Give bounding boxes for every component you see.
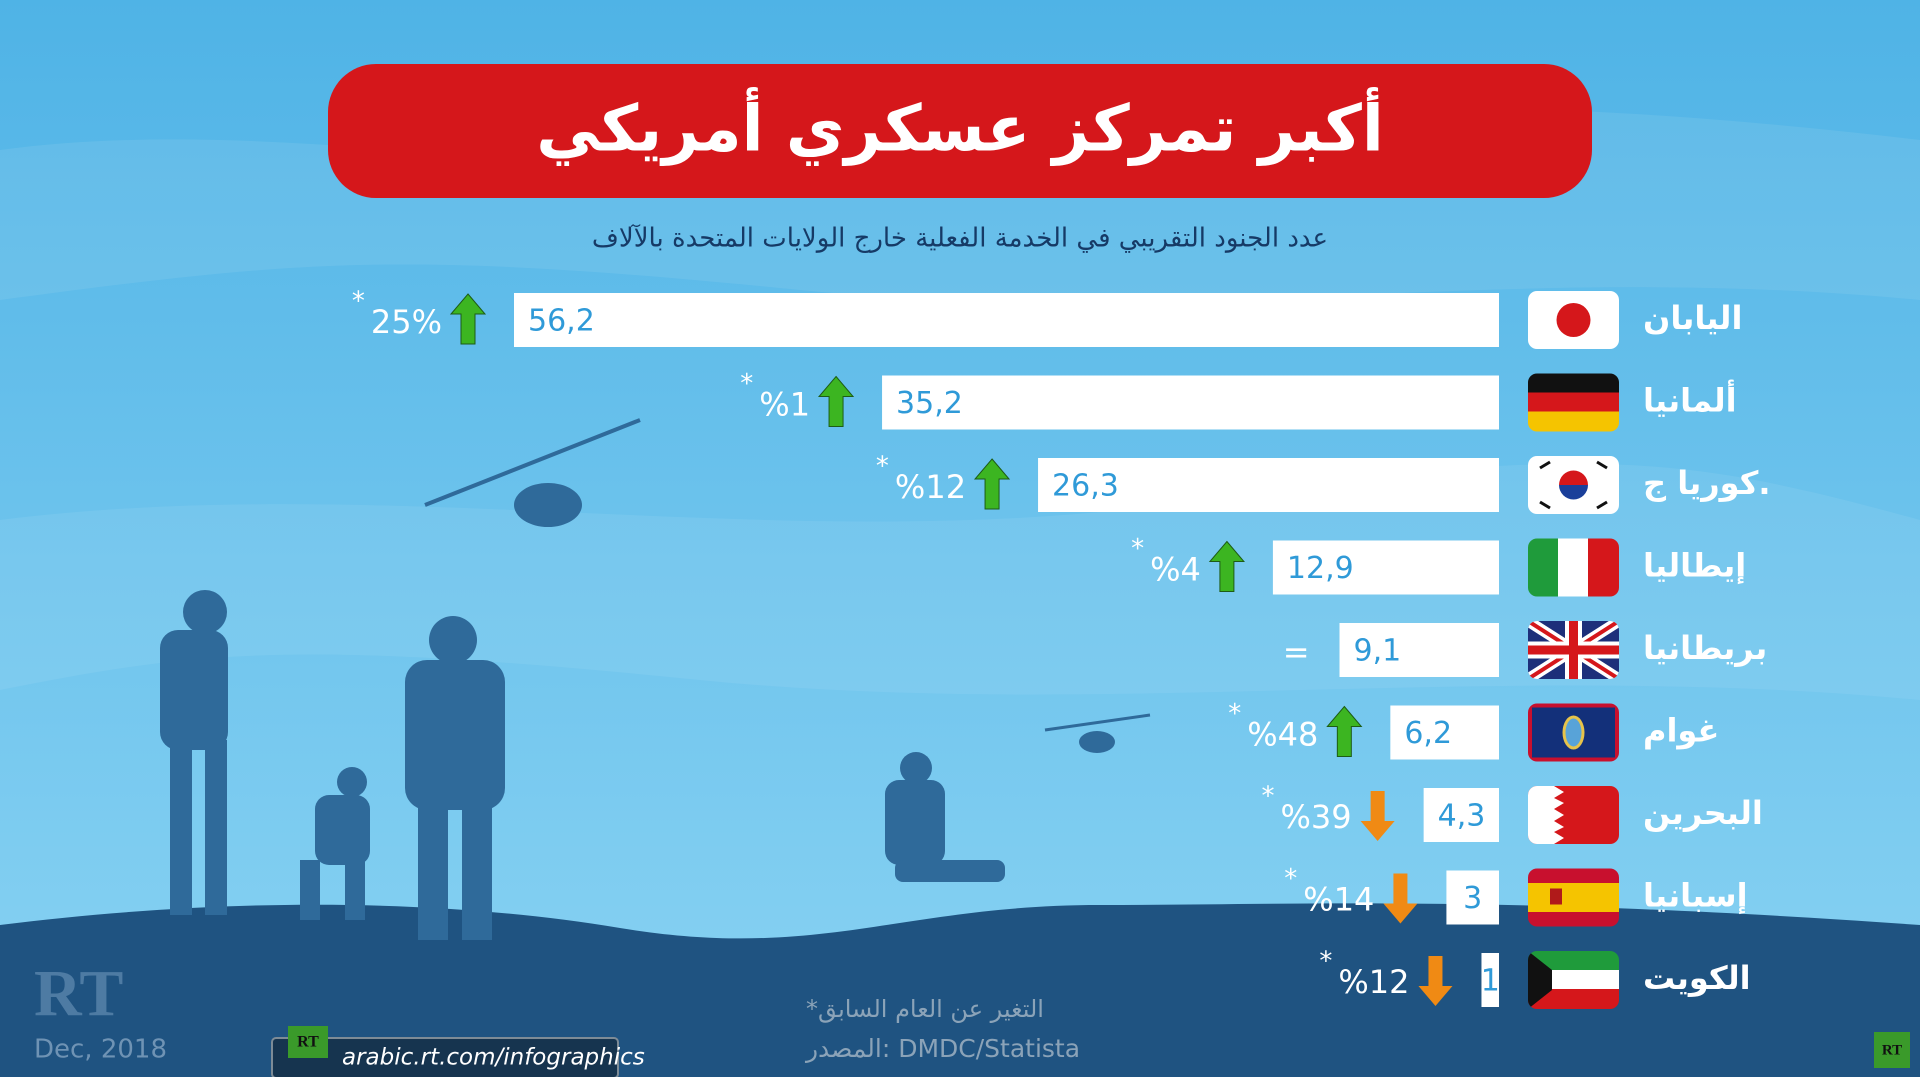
- category-label: اليابان: [1643, 299, 1742, 337]
- change-marker: *: [1319, 947, 1332, 977]
- date: Dec, 2018: [34, 1035, 167, 1065]
- change-label: %12: [1338, 963, 1409, 1001]
- category-label: كوريا ج.: [1643, 464, 1770, 502]
- value-label: 12,9: [1287, 551, 1354, 586]
- value-label: 6,2: [1404, 716, 1452, 751]
- flag-germany: [1528, 373, 1619, 432]
- corner-logo: RT: [1882, 1042, 1902, 1058]
- bar: [514, 293, 1499, 347]
- flags: [1528, 291, 1619, 1009]
- value-label: 56,2: [528, 304, 595, 339]
- bar: [1038, 458, 1499, 512]
- title-banner: [328, 64, 1592, 198]
- value-label: 4,3: [1438, 799, 1486, 834]
- change-arrow: [1383, 873, 1418, 924]
- value-label: 3: [1463, 881, 1482, 916]
- change-arrow: [973, 458, 1011, 510]
- chart-title: أكبر تمركز عسكري أمريكي: [536, 87, 1384, 167]
- flag-spain: [1528, 868, 1619, 927]
- flag-kuwait: [1528, 951, 1619, 1009]
- change-label: %48: [1247, 716, 1318, 754]
- logo: RT: [34, 957, 123, 1030]
- bar: [1423, 788, 1499, 842]
- change-arrow: [1360, 791, 1395, 841]
- category-label: غوام: [1643, 712, 1719, 750]
- change-label: %39: [1281, 798, 1352, 836]
- category-label: إسبانيا: [1643, 877, 1748, 916]
- change-label: %1: [759, 386, 810, 424]
- change-label: %4: [1150, 551, 1201, 589]
- chart-subtitle: عدد الجنود التقريبي في الخدمة الفعلية خا…: [592, 224, 1328, 254]
- bar: [1339, 623, 1499, 677]
- flag-guam: [1528, 703, 1619, 762]
- value-label: 35,2: [896, 386, 963, 421]
- bar: [1390, 705, 1499, 760]
- change-marker: *: [1228, 699, 1241, 729]
- change-marker: *: [740, 369, 753, 399]
- change-label: %14: [1303, 881, 1374, 919]
- change-arrow: [449, 293, 487, 345]
- flag-bahrain: [1528, 786, 1619, 844]
- flag-italy: [1528, 538, 1619, 597]
- value-label: 1: [1481, 964, 1500, 999]
- source: المصدر: DMDC/Statista: [804, 1034, 1080, 1063]
- value-label: 9,1: [1354, 634, 1402, 669]
- category-label: إيطاليا: [1643, 547, 1746, 586]
- corner-logo-box: [1874, 1032, 1910, 1068]
- bar: [1446, 870, 1499, 925]
- url-logo: RT: [297, 1034, 319, 1051]
- flag-uk: [1528, 621, 1619, 679]
- flag-japan: [1528, 291, 1619, 349]
- value-label: 26,3: [1052, 469, 1119, 504]
- hill: [0, 903, 1920, 1077]
- change-marker: *: [1284, 864, 1297, 894]
- bar: [882, 375, 1499, 430]
- category-label: بريطانيا: [1643, 629, 1767, 667]
- bar: [1272, 540, 1499, 595]
- bar: [1481, 953, 1499, 1007]
- soldiers: [160, 418, 1151, 940]
- change-marker: *: [352, 287, 365, 317]
- change-arrow: [1208, 540, 1245, 592]
- url-logo-box: [288, 1026, 328, 1058]
- change-label: %12: [895, 468, 966, 506]
- url: arabic.rt.com/infographics: [342, 1045, 645, 1071]
- flag-korea: [1528, 456, 1619, 514]
- category-label: الكويت: [1643, 959, 1751, 997]
- change-arrow: [1418, 956, 1453, 1006]
- change-arrow: [1326, 705, 1363, 757]
- category-label: ألمانيا: [1643, 380, 1737, 420]
- change-marker: *: [1262, 782, 1275, 812]
- change-marker: *: [1131, 534, 1144, 564]
- change-marker: *: [876, 452, 889, 482]
- change-label: 25%: [371, 303, 442, 341]
- category-label: البحرين: [1643, 794, 1763, 832]
- footnote: *التغير عن العام السابق: [806, 995, 1044, 1023]
- change-arrow: [817, 375, 855, 427]
- url-box: [271, 1037, 619, 1077]
- change-label: =: [1283, 633, 1310, 671]
